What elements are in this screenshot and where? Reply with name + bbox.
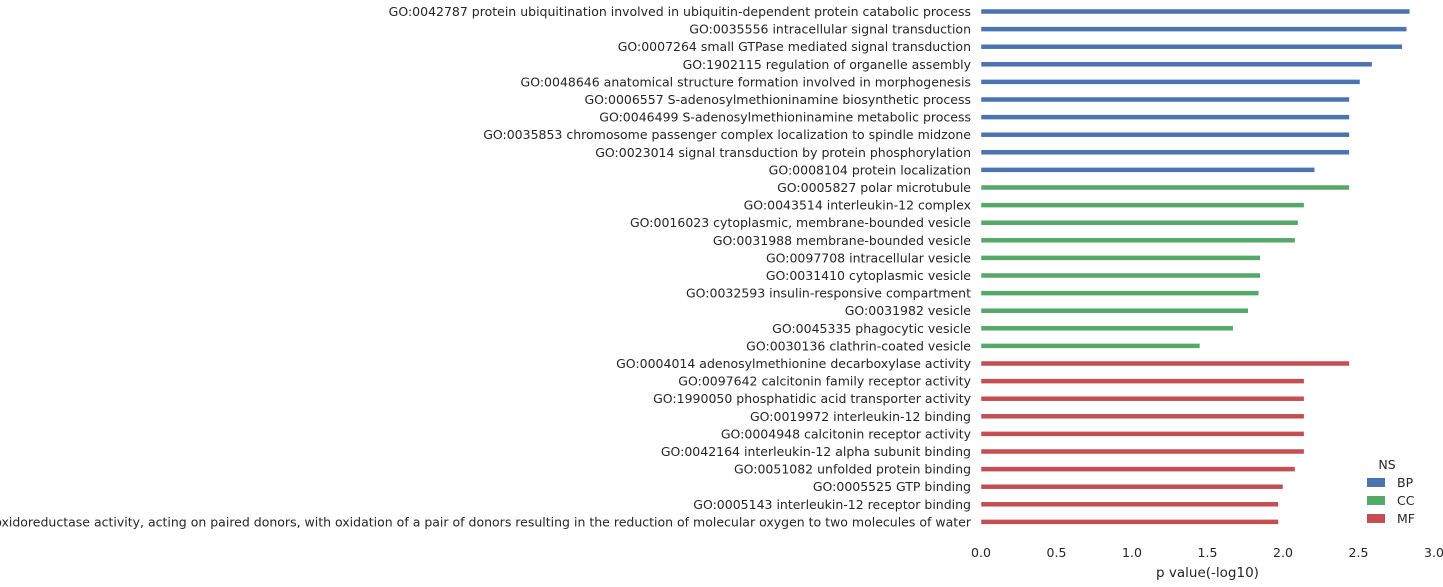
category-label: GO:0006557 S-adenosylmethioninamine bios… [584, 92, 971, 107]
bar-cc [980, 237, 1296, 244]
bar-mf [980, 448, 1305, 455]
bar-cc [980, 202, 1305, 208]
legend-swatch-mf [1367, 514, 1385, 523]
category-label: GO:0019972 interleukin-12 binding [750, 409, 971, 424]
category-label: GO:0005143 interleukin-12 receptor bindi… [693, 497, 971, 512]
bar-mf [980, 378, 1305, 384]
bar-cc [980, 184, 1350, 191]
bar-cc [980, 290, 1260, 296]
category-label: GO:0051082 unfolded protein binding [734, 462, 971, 477]
bar-mf [980, 519, 1279, 525]
category-label: GO:0097642 calcitonin family receptor ac… [678, 374, 971, 389]
legend-swatch-bp [1367, 478, 1385, 487]
category-label: GO:0004014 adenosylmethionine decarboxyl… [616, 356, 971, 371]
bar-bp [980, 96, 1350, 103]
bar-bp [980, 8, 1411, 15]
category-label: GO:0035556 intracellular signal transduc… [689, 22, 971, 37]
x-tick-label: 3.0 [1424, 545, 1443, 560]
bar-cc [980, 307, 1249, 314]
legend-label: MF [1397, 511, 1415, 526]
bar-bp [980, 114, 1350, 120]
category-label: GO:0035853 chromosome passenger complex … [483, 127, 971, 142]
category-label: GO:0042164 interleukin-12 alpha subunit … [661, 444, 971, 459]
bar-cc [980, 343, 1201, 349]
category-label: GO:0031410 cytoplasmic vesicle [766, 268, 971, 283]
x-tick-label: 0.0 [971, 545, 991, 560]
category-label: GO:0008104 protein localization [769, 162, 971, 177]
category-label: GO:0007264 small GTPase mediated signal … [618, 39, 971, 54]
category-label: GO:0046499 S-adenosylmethioninamine meta… [599, 110, 971, 125]
bar-cc [980, 219, 1299, 226]
bar-bp [980, 26, 1408, 32]
bar-cc [980, 325, 1234, 332]
category-label: GO:0005525 GTP binding [813, 479, 971, 494]
bar-bp [980, 131, 1350, 138]
x-axis-ticks-group: 0.0 0.5 1.0 1.5 2.0 2.5 3.0 [971, 545, 1443, 560]
bar-bp [980, 149, 1350, 156]
category-label: GO:0097708 intracellular vesicle [766, 250, 971, 265]
category-label: GO:0016717 oxidoreductase activity, acti… [0, 514, 972, 529]
category-label: GO:0045335 phagocytic vesicle [772, 321, 971, 336]
legend-swatch-cc [1367, 496, 1385, 505]
category-label: GO:0016023 cytoplasmic, membrane-bounded… [630, 215, 971, 230]
x-tick-label: 0.5 [1047, 545, 1067, 560]
category-labels-group: GO:0042787 protein ubiquitination involv… [0, 4, 972, 529]
legend: NS BP CC MF [1367, 457, 1415, 526]
category-label: GO:0032593 insulin-responsive compartmen… [686, 286, 971, 301]
category-label: GO:0004948 calcitonin receptor activity [721, 426, 972, 441]
bar-cc [980, 272, 1261, 279]
bar-bp [980, 61, 1373, 68]
category-label: GO:0031982 vesicle [845, 303, 972, 318]
bars-group [980, 8, 1411, 525]
legend-label: BP [1397, 475, 1414, 490]
category-label: GO:1990050 phosphatidic acid transporter… [653, 391, 971, 406]
bar-mf [980, 501, 1279, 508]
category-label: GO:1902115 regulation of organelle assem… [683, 57, 972, 72]
category-label: GO:0031988 membrane-bounded vesicle [713, 233, 971, 248]
category-label: GO:0023014 signal transduction by protei… [595, 145, 971, 160]
bar-mf [980, 413, 1305, 420]
bar-bp [980, 79, 1361, 85]
category-label: GO:0048646 anatomical structure formatio… [521, 74, 971, 89]
bar-mf [980, 431, 1305, 437]
bar-mf [980, 483, 1284, 490]
bar-mf [980, 360, 1350, 367]
category-label: GO:0042787 protein ubiquitination involv… [389, 4, 971, 19]
bar-cc [980, 255, 1261, 261]
x-axis-title: p value(-log10) [1156, 565, 1259, 581]
legend-title: NS [1378, 457, 1395, 472]
x-tick-label: 2.0 [1273, 545, 1293, 560]
category-label: GO:0005827 polar microtubule [777, 180, 971, 195]
legend-label: CC [1397, 493, 1415, 508]
bar-bp [980, 167, 1315, 173]
x-tick-label: 1.5 [1198, 545, 1218, 560]
category-label: GO:0030136 clathrin-coated vesicle [746, 338, 971, 353]
bar-mf [980, 395, 1305, 402]
bar-bp [980, 43, 1403, 50]
category-label: GO:0043514 interleukin-12 complex [744, 198, 971, 213]
x-tick-label: 2.5 [1349, 545, 1369, 560]
x-tick-label: 1.0 [1122, 545, 1142, 560]
bar-mf [980, 466, 1296, 472]
